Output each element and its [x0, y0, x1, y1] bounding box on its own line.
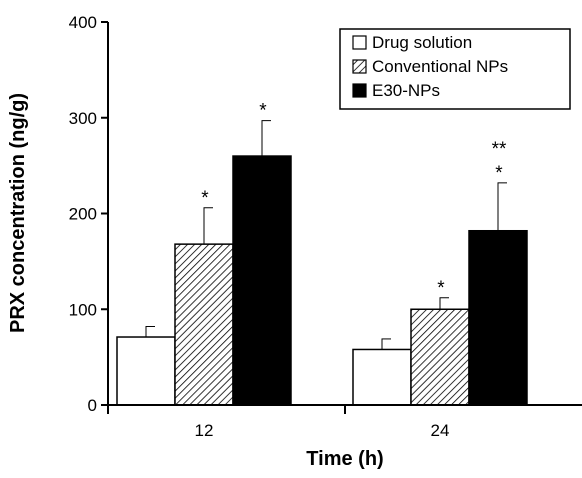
x-axis-title: Time (h)	[306, 448, 383, 470]
y-tick-label: 300	[69, 109, 97, 128]
bar	[116, 336, 176, 406]
bar	[174, 243, 234, 406]
bar	[468, 229, 528, 406]
y-tick-label: 100	[69, 300, 97, 319]
significance-marker: **	[492, 139, 507, 160]
legend: Drug solution Conventional NPs E30-NPs	[339, 28, 571, 110]
significance-marker: *	[201, 188, 209, 209]
y-axis-title: PRX concentration (ng/g)	[7, 93, 29, 333]
y-tick-label: 200	[69, 205, 97, 224]
x-tick-label: 24	[431, 421, 450, 440]
x-tick-label: 12	[195, 421, 214, 440]
legend-label: Drug solution	[372, 33, 472, 52]
legend-swatch	[352, 83, 367, 98]
significance-marker: *	[495, 163, 503, 184]
bar	[410, 308, 470, 406]
legend-label: Conventional NPs	[372, 57, 508, 76]
y-tick-label: 400	[69, 13, 97, 32]
significance-marker: *	[259, 101, 267, 122]
legend-label: E30-NPs	[372, 81, 440, 100]
bar	[352, 348, 412, 406]
legend-swatch	[352, 35, 367, 50]
y-tick-label: 0	[88, 396, 97, 415]
bar	[232, 155, 292, 406]
significance-marker: *	[437, 278, 445, 299]
legend-frame	[339, 28, 571, 110]
legend-swatch	[352, 59, 367, 74]
